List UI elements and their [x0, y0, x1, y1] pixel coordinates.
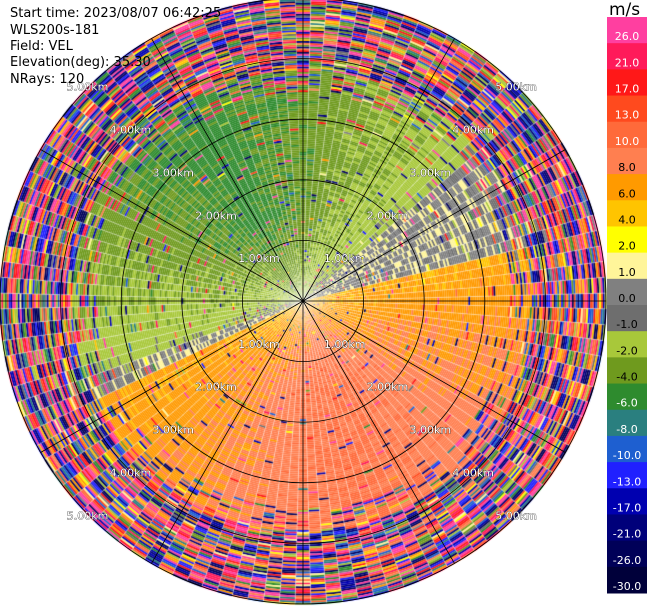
- colorbar-tick-label: 8.0: [618, 161, 636, 174]
- range-ring-label: 5.00km: [495, 81, 537, 94]
- range-ring-label: 2.00km: [195, 381, 237, 394]
- colorbar-tick-label: 21.0: [615, 56, 640, 69]
- colorbar-tick-label: 17.0: [615, 83, 640, 96]
- colorbar-segment: [607, 540, 647, 568]
- colorbar-tick-label: 0.0: [618, 292, 636, 305]
- colorbar-segment: [607, 17, 647, 44]
- colorbar-segment: [607, 95, 647, 123]
- range-ring-label: 1.00km: [238, 252, 280, 265]
- colorbar-segment: [607, 174, 647, 201]
- field-label: Field: VEL: [10, 39, 73, 54]
- range-ring-label: 4.00km: [452, 466, 494, 479]
- colorbar-tick-label: 4.0: [618, 213, 636, 226]
- colorbar: 26.0 21.0 17.0 13.0 10.0 8.0 6.0 4.0 2.0 1.0 0.0 -1…: [607, 17, 647, 594]
- colorbar-segment: [607, 69, 647, 97]
- colorbar-tick-label: -21.0: [613, 528, 641, 541]
- colorbar-segment: [607, 383, 647, 411]
- range-ring-label: 2.00km: [367, 381, 409, 394]
- azimuth-spoke: [302, 38, 455, 302]
- colorbar-tick-label: -8.0: [616, 423, 637, 436]
- colorbar-tick-label: -6.0: [616, 397, 637, 410]
- range-ring-label: 1.00km: [324, 338, 366, 351]
- colorbar-tick-label: 1.0: [618, 266, 636, 279]
- colorbar-tick-label: 10.0: [615, 135, 640, 148]
- colorbar-tick-label: -2.0: [616, 344, 637, 357]
- colorbar-tick-label: -1.0: [616, 318, 637, 331]
- nrays-label: NRays: 120: [10, 72, 85, 87]
- colorbar-segment: [607, 226, 647, 254]
- colorbar-segment: [607, 200, 647, 227]
- colorbar-tick-label: 2.0: [618, 240, 636, 253]
- colorbar-segment: [607, 252, 647, 280]
- colorbar-segment: [607, 514, 647, 542]
- range-ring-label: 1.00km: [238, 338, 280, 351]
- range-ring-label: 5.00km: [67, 81, 109, 94]
- colorbar-segment: [607, 43, 647, 70]
- colorbar-segment: [607, 357, 647, 385]
- range-ring-label: 3.00km: [152, 424, 194, 437]
- colorbar-tick-label: 13.0: [615, 109, 640, 122]
- range-ring-label: 3.00km: [152, 166, 194, 179]
- azimuth-spoke: [40, 300, 304, 453]
- range-ring-label: 3.00km: [410, 166, 452, 179]
- colorbar-segment: [607, 278, 647, 306]
- range-ring-label: 4.00km: [452, 124, 494, 137]
- colorbar-segment: [607, 331, 647, 358]
- azimuth-spoke: [302, 149, 566, 302]
- colorbar-tick-label: -4.0: [616, 371, 637, 384]
- range-ring-label: 3.00km: [410, 424, 452, 437]
- colorbar-segment: [607, 435, 647, 463]
- colorbar-segment: [607, 566, 647, 594]
- colorbar-segment: [607, 462, 647, 489]
- azimuth-spoke: [151, 38, 304, 302]
- range-ring-label: 5.00km: [67, 509, 109, 522]
- colorbar-segment: [607, 488, 647, 515]
- range-ring-label: 5.00km: [495, 509, 537, 522]
- range-ring-label: 4.00km: [110, 124, 152, 137]
- azimuth-spoke: [302, 300, 566, 453]
- azimuth-spoke: [40, 149, 304, 302]
- range-ring-label: 4.00km: [110, 466, 152, 479]
- colorbar-tick-label: -26.0: [613, 554, 641, 567]
- colorbar-tick-label: 26.0: [615, 30, 640, 43]
- instrument-label: WLS200s-181: [10, 23, 100, 38]
- elevation-label: Elevation(deg): 35.30: [10, 55, 151, 70]
- colorbar-tick-label: 6.0: [618, 187, 636, 200]
- range-ring-label: 1.00km: [324, 252, 366, 265]
- colorbar-tick-label: -17.0: [613, 501, 641, 514]
- colorbar-tick-label: -30.0: [613, 580, 641, 593]
- colorbar-segment: [607, 121, 647, 149]
- colorbar-segment: [607, 409, 647, 437]
- range-ring-label: 2.00km: [367, 209, 409, 222]
- colorbar-segment: [607, 147, 647, 175]
- range-ring-label: 2.00km: [195, 209, 237, 222]
- azimuth-spoke: [302, 300, 455, 564]
- colorbar-tick-label: -10.0: [613, 449, 641, 462]
- start-time-label: Start time: 2023/08/07 06:42:25: [10, 6, 222, 21]
- azimuth-spoke: [151, 300, 304, 564]
- colorbar-segment: [607, 305, 647, 332]
- colorbar-tick-label: -13.0: [613, 475, 641, 488]
- colorbar-unit: m/s: [609, 0, 641, 20]
